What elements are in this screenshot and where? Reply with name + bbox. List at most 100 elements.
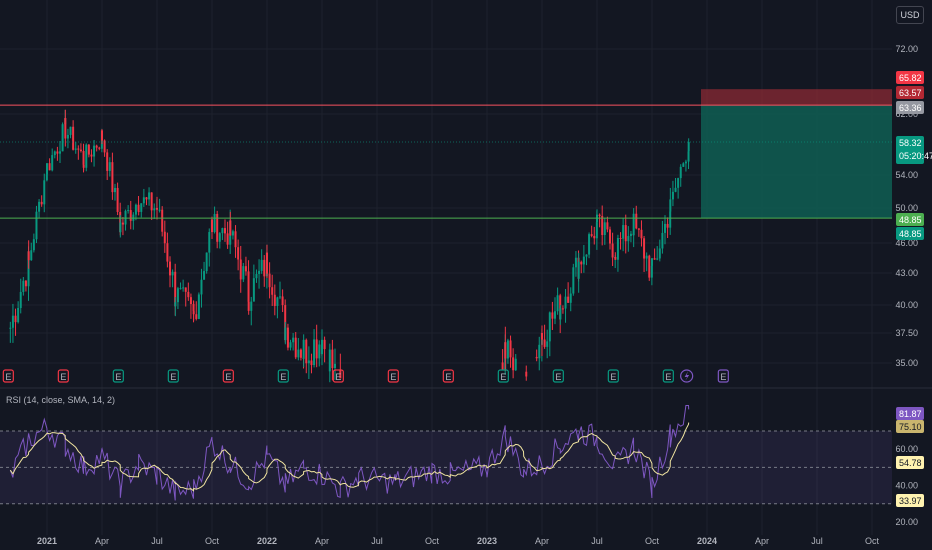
candle[interactable] — [294, 337, 297, 358]
candle[interactable] — [266, 252, 268, 274]
candle[interactable] — [664, 223, 666, 233]
candle[interactable] — [580, 261, 583, 265]
earnings-event-icon[interactable]: E — [662, 369, 674, 383]
candle[interactable] — [82, 151, 85, 165]
candle[interactable] — [121, 222, 124, 225]
candle[interactable] — [651, 258, 653, 266]
candle[interactable] — [195, 314, 198, 319]
rsi-sma-line[interactable] — [9, 422, 690, 492]
candle[interactable] — [682, 163, 685, 167]
candle[interactable] — [114, 187, 116, 193]
candle[interactable] — [548, 312, 551, 342]
candle[interactable] — [119, 222, 122, 233]
candle[interactable] — [585, 254, 588, 257]
candle[interactable] — [98, 147, 101, 149]
candle[interactable] — [85, 144, 88, 168]
candle[interactable] — [313, 339, 316, 366]
candle[interactable] — [514, 358, 517, 371]
candle[interactable] — [551, 312, 554, 319]
candle[interactable] — [512, 357, 515, 371]
candle[interactable] — [601, 216, 604, 236]
split-event-icon[interactable] — [680, 369, 694, 383]
candle[interactable] — [302, 339, 305, 359]
candle[interactable] — [64, 118, 67, 139]
candle[interactable] — [134, 204, 137, 215]
candle[interactable] — [22, 280, 25, 292]
candle[interactable] — [292, 337, 295, 343]
candle[interactable] — [590, 234, 593, 236]
candle[interactable] — [189, 297, 192, 305]
candle[interactable] — [299, 349, 302, 358]
candle[interactable] — [229, 220, 232, 236]
candle[interactable] — [501, 362, 504, 371]
candle[interactable] — [284, 327, 287, 341]
candle[interactable] — [541, 333, 543, 340]
candle[interactable] — [559, 308, 562, 320]
candle[interactable] — [263, 259, 266, 277]
candle[interactable] — [103, 140, 106, 153]
candle[interactable] — [247, 271, 250, 302]
candle[interactable] — [137, 210, 140, 212]
candle[interactable] — [305, 339, 308, 364]
earnings-event-icon[interactable]: E — [552, 369, 564, 383]
candle[interactable] — [611, 243, 614, 258]
candle[interactable] — [603, 222, 606, 236]
candle[interactable] — [323, 339, 326, 350]
candle[interactable] — [234, 231, 237, 248]
candle[interactable] — [624, 225, 627, 242]
candle[interactable] — [656, 258, 659, 260]
candle[interactable] — [627, 235, 630, 242]
candle[interactable] — [543, 339, 546, 347]
earnings-event-icon[interactable]: E — [387, 369, 399, 383]
candle[interactable] — [281, 296, 284, 306]
candle[interactable] — [247, 301, 250, 311]
stop-loss-zone[interactable] — [701, 89, 892, 106]
candle[interactable] — [535, 356, 538, 359]
candle[interactable] — [82, 164, 85, 168]
candle[interactable] — [622, 225, 625, 239]
candle[interactable] — [250, 301, 253, 311]
candle[interactable] — [192, 311, 195, 315]
candle[interactable] — [637, 228, 640, 230]
candle[interactable] — [197, 294, 200, 319]
candle[interactable] — [226, 233, 229, 245]
candle[interactable] — [27, 251, 30, 261]
candle[interactable] — [163, 231, 166, 244]
candle[interactable] — [661, 232, 664, 249]
candle[interactable] — [684, 161, 687, 164]
candle[interactable] — [310, 360, 313, 366]
candle[interactable] — [111, 162, 114, 193]
earnings-event-icon[interactable]: E — [332, 369, 344, 383]
candle[interactable] — [504, 342, 507, 359]
candle[interactable] — [161, 209, 164, 232]
candle[interactable] — [577, 261, 580, 279]
candle[interactable] — [153, 208, 156, 211]
candle[interactable] — [334, 363, 336, 369]
candle[interactable] — [328, 349, 331, 372]
candle[interactable] — [166, 243, 169, 262]
candle[interactable] — [142, 197, 145, 204]
candle[interactable] — [174, 302, 177, 307]
candle[interactable] — [318, 344, 321, 359]
candle[interactable] — [56, 151, 59, 154]
candle[interactable] — [208, 232, 211, 253]
candle[interactable] — [635, 213, 638, 229]
candle[interactable] — [14, 315, 17, 323]
earnings-event-icon[interactable]: E — [607, 369, 619, 383]
candle[interactable] — [677, 178, 680, 188]
candle[interactable] — [116, 187, 119, 212]
candle[interactable] — [593, 235, 596, 239]
candle[interactable] — [574, 257, 577, 268]
candle[interactable] — [315, 339, 318, 359]
candle[interactable] — [640, 229, 643, 239]
earnings-event-icon[interactable]: E — [717, 369, 729, 383]
candle[interactable] — [129, 210, 132, 221]
candle[interactable] — [255, 273, 258, 279]
candle[interactable] — [556, 295, 559, 312]
candle[interactable] — [156, 208, 158, 210]
candle[interactable] — [598, 214, 601, 217]
candle[interactable] — [669, 211, 672, 228]
candle[interactable] — [297, 349, 300, 358]
candle[interactable] — [588, 234, 591, 255]
candle[interactable] — [27, 251, 30, 287]
